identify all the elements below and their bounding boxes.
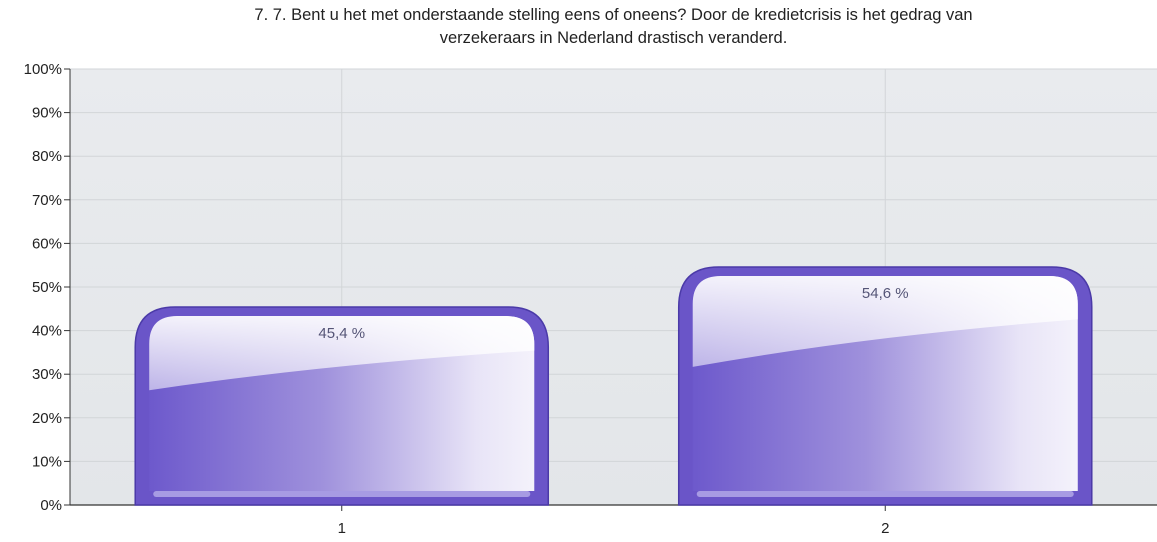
y-tick-label: 80% <box>32 148 62 165</box>
bar-2 <box>677 266 1093 506</box>
x-tick-label: 1 <box>338 520 346 537</box>
bar-gloss <box>149 316 535 391</box>
bar-1 <box>134 306 550 506</box>
y-tick-label: 60% <box>32 235 62 252</box>
chart-title-line-1: 7. 7. Bent u het met onderstaande stelli… <box>254 6 973 24</box>
y-tick-label: 100% <box>24 61 62 78</box>
y-tick-label: 50% <box>32 279 62 296</box>
bar-base-highlight <box>153 491 531 497</box>
y-tick-label: 40% <box>32 323 62 340</box>
chart-title: 7. 7. Bent u het met onderstaande stelli… <box>70 4 1157 50</box>
y-tick-label: 10% <box>32 453 62 470</box>
y-tick-label: 30% <box>32 366 62 383</box>
x-tick-label: 2 <box>881 520 889 537</box>
y-tick-label: 70% <box>32 192 62 209</box>
y-tick-label: 90% <box>32 105 62 122</box>
bar-base-highlight <box>696 491 1074 497</box>
y-tick-label: 20% <box>32 410 62 427</box>
data-label: 45,4 % <box>318 325 365 342</box>
data-label: 54,6 % <box>862 285 909 302</box>
bar-gloss <box>692 275 1078 367</box>
chart-title-line-2: verzekeraars in Nederland drastisch vera… <box>439 29 788 47</box>
y-tick-label: 0% <box>40 497 62 514</box>
